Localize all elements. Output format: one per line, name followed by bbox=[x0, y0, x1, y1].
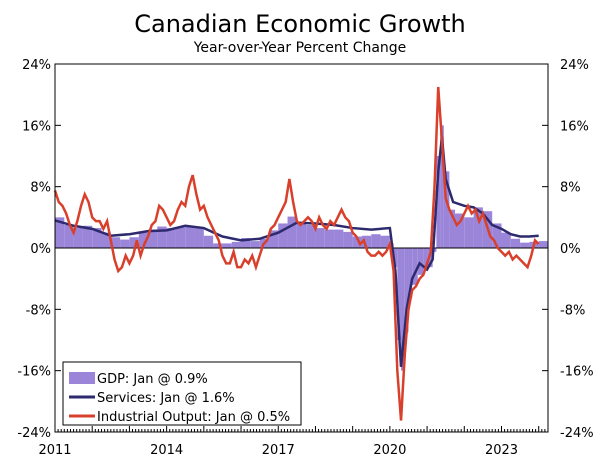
legend-label: GDP: Jan @ 0.9% bbox=[97, 372, 208, 387]
gdp-bar bbox=[423, 248, 428, 271]
legend-swatch-gdp bbox=[69, 372, 95, 384]
gdp-bar bbox=[352, 236, 362, 248]
legend-label: Industrial Output: Jan @ 0.5% bbox=[97, 410, 290, 425]
gdp-bar bbox=[82, 225, 93, 248]
gdp-bar bbox=[401, 248, 405, 371]
gdp-bar bbox=[92, 228, 102, 248]
gdp-bar bbox=[185, 225, 195, 248]
gdp-bar bbox=[138, 232, 149, 248]
chart-subtitle: Year-over-Year Percent Change bbox=[193, 40, 407, 56]
gdp-bar bbox=[538, 241, 548, 248]
gdp-bar bbox=[464, 217, 474, 248]
x-tick-label: 2014 bbox=[150, 443, 183, 458]
gdp-bar bbox=[250, 241, 260, 248]
gdp-bar bbox=[432, 248, 437, 252]
gdp-bar bbox=[436, 156, 441, 248]
gdp-bar bbox=[231, 241, 242, 248]
gdp-bar bbox=[315, 228, 325, 248]
gdp-bar bbox=[334, 229, 344, 248]
gdp-bar bbox=[440, 125, 444, 248]
chart-legend: GDP: Jan @ 0.9% Services: Jan @ 1.6% Indus… bbox=[62, 361, 302, 426]
gdp-bar bbox=[510, 238, 521, 248]
gdp-bar bbox=[380, 235, 390, 248]
services-line bbox=[54, 136, 539, 367]
y-tick-label-left: 24% bbox=[22, 58, 51, 73]
x-tick-label: 2017 bbox=[262, 443, 295, 458]
gdp-bar bbox=[306, 225, 316, 248]
y-tick-label-left: -24% bbox=[17, 426, 51, 441]
gdp-bar bbox=[404, 248, 409, 333]
gdp-bar bbox=[110, 237, 121, 248]
gdp-bar bbox=[443, 171, 450, 248]
gdp-bar bbox=[454, 213, 465, 248]
y-tick-label-left: 8% bbox=[30, 181, 51, 196]
gdp-bar bbox=[166, 228, 176, 248]
gdp-bar bbox=[501, 232, 511, 248]
legend-label: Services: Jan @ 1.6% bbox=[97, 391, 235, 406]
x-tick-label: 2011 bbox=[38, 443, 71, 458]
gdp-bar bbox=[194, 228, 204, 248]
gdp-bar bbox=[371, 234, 381, 248]
y-tick-label-left: 16% bbox=[22, 119, 51, 134]
y-tick-label-right: 16% bbox=[560, 119, 589, 134]
axis-ticks: 24% 24% 16% 16% 8% 8% 0% 0% -8% -8% -16% -16% -24% -2… bbox=[17, 58, 593, 458]
gdp-bar bbox=[449, 209, 455, 248]
y-tick-label-right: -24% bbox=[560, 426, 594, 441]
gdp-bar bbox=[492, 223, 502, 248]
gdp-bar bbox=[412, 248, 418, 285]
legend-box bbox=[62, 361, 302, 426]
y-tick-label-left: -16% bbox=[17, 365, 51, 380]
y-tick-label-right: -8% bbox=[560, 303, 585, 318]
gdp-bar bbox=[520, 242, 530, 248]
gdp-bar bbox=[343, 231, 353, 248]
gdp-bar bbox=[296, 221, 307, 248]
gdp-bar bbox=[55, 217, 65, 248]
gdp-bar bbox=[64, 225, 74, 248]
gdp-bar bbox=[73, 228, 83, 248]
gdp-bar bbox=[157, 226, 167, 248]
chart-title: Canadian Economic Growth bbox=[134, 10, 466, 38]
gdp-bar bbox=[278, 223, 288, 248]
y-tick-label-left: 0% bbox=[30, 242, 51, 257]
gdp-bar bbox=[287, 216, 297, 248]
x-tick-label: 2023 bbox=[485, 443, 518, 458]
gdp-bar bbox=[268, 230, 279, 248]
gdp-bar bbox=[222, 243, 232, 248]
y-tick-label-left: -8% bbox=[26, 303, 51, 318]
gdp-bar bbox=[241, 238, 251, 248]
gdp-bar bbox=[473, 207, 483, 248]
x-tick-label: 2020 bbox=[373, 443, 406, 458]
gdp-bar bbox=[324, 229, 335, 248]
y-tick-label-right: 8% bbox=[560, 181, 581, 196]
gdp-bar bbox=[213, 243, 223, 248]
gdp-bar bbox=[408, 248, 413, 298]
gdp-bar bbox=[393, 248, 398, 268]
gdp-bar bbox=[175, 227, 186, 248]
gdp-bar bbox=[129, 237, 139, 248]
gdp-bar bbox=[361, 235, 372, 248]
industrial-output-line bbox=[53, 86, 540, 421]
y-tick-label-right: -16% bbox=[560, 365, 594, 380]
gdp-bar bbox=[417, 248, 424, 275]
y-tick-label-right: 0% bbox=[560, 242, 581, 257]
gdp-bar bbox=[120, 239, 130, 248]
gdp-bar bbox=[397, 248, 402, 340]
gdp-bar bbox=[101, 232, 111, 248]
gdp-bar bbox=[148, 229, 158, 248]
y-tick-label-right: 24% bbox=[560, 58, 589, 73]
gdp-bar bbox=[203, 235, 214, 248]
